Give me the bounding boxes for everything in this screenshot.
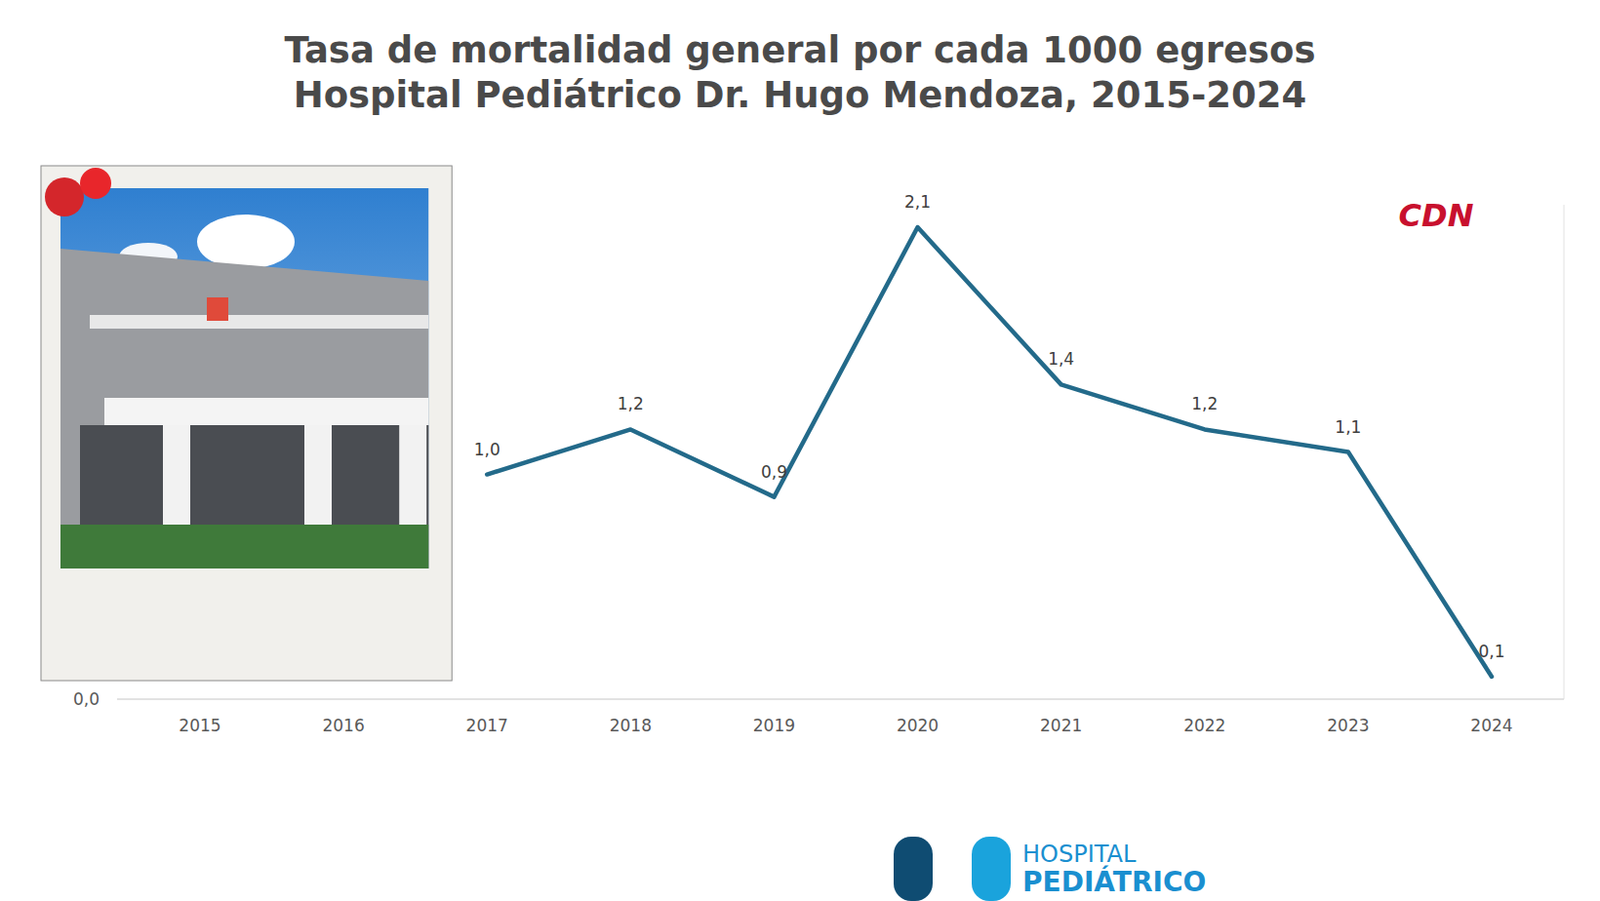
x-tick-label: 2024 <box>1470 716 1513 736</box>
x-tick-label: 2016 <box>321 716 364 736</box>
title: Tasa de mortalidad general por cada 1000… <box>283 29 1316 72</box>
data-label: 0,9 <box>760 462 788 482</box>
x-tick-label: 2015 <box>178 716 221 736</box>
x-tick-label: 2019 <box>753 716 796 736</box>
data-line <box>486 227 1492 678</box>
cloud <box>197 214 295 270</box>
photo-frame <box>40 165 452 681</box>
chart-root: Tasa de mortalidad general por cada 1000… <box>0 0 1600 901</box>
canopy <box>104 398 429 426</box>
line-group <box>486 227 1492 678</box>
x-tick-label: 2021 <box>1040 716 1082 736</box>
building <box>60 248 429 569</box>
x-tick-label: 2017 <box>466 716 509 736</box>
hospital-logo: HOSPITALPEDIÁTRICO <box>893 837 1206 901</box>
sign-logo <box>206 297 229 321</box>
x-tick-label: 2023 <box>1326 716 1369 736</box>
building-band <box>89 315 429 329</box>
cdn-logo: CDN <box>1399 197 1475 235</box>
photo-sky <box>60 188 429 569</box>
photo <box>40 165 452 681</box>
pin <box>44 177 84 217</box>
y-baseline <box>117 698 1564 701</box>
bushes <box>60 524 429 569</box>
x-tick-label: 2018 <box>609 716 652 736</box>
data-label: 0,1 <box>1478 641 1505 662</box>
x-tick-label: 2022 <box>1183 716 1226 736</box>
data-label: 1,1 <box>1334 417 1361 438</box>
data-label: 1,4 <box>1047 349 1075 369</box>
data-label: 2,1 <box>904 192 931 212</box>
data-label: 1,2 <box>1191 394 1218 414</box>
logo-bar <box>893 837 933 901</box>
data-label: 1,2 <box>617 394 644 414</box>
axis-range-line <box>1563 204 1565 700</box>
y-tick-label: 0,0 <box>73 689 100 710</box>
x-tick-label: 2020 <box>896 716 939 736</box>
logo-text: PEDIÁTRICO <box>1022 865 1206 899</box>
logo-text: HOSPITAL <box>1022 840 1137 869</box>
pin <box>80 167 112 200</box>
data-label: 1,0 <box>474 440 501 460</box>
subtitle: Hospital Pediátrico Dr. Hugo Mendoza, 20… <box>293 74 1308 117</box>
logo-bar <box>971 837 1011 901</box>
